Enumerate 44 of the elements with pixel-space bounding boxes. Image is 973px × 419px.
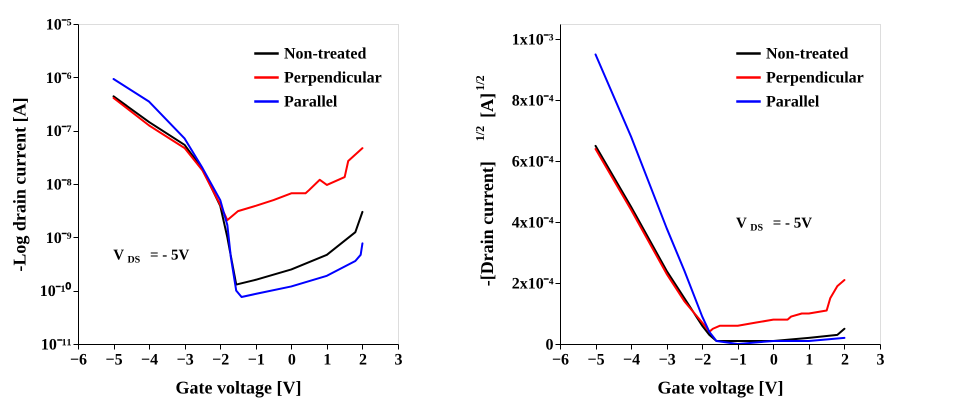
y-tick-label: 6x10⁻⁴ — [512, 154, 554, 171]
legend-label: Non-treated — [284, 46, 366, 62]
legend-label: Parallel — [284, 94, 338, 110]
y-tick-label: 1x10⁻³ — [512, 32, 554, 49]
y-tick-label: 10⁻⁶ — [46, 70, 72, 87]
y-axis-title: -Log drain current [A] — [10, 97, 30, 272]
y-tick-label: 10⁻⁸ — [46, 176, 72, 194]
y-tick-label: 10⁻⁷ — [46, 123, 72, 140]
x-tick-label: 1 — [323, 352, 332, 368]
y-tick-label: 8x10⁻⁴ — [512, 92, 554, 110]
x-tick-label: −3 — [658, 352, 676, 368]
y-tick-label: 10⁻⁵ — [46, 16, 72, 34]
y-tick-label: 10⁻¹¹ — [40, 336, 72, 354]
x-tick-label: 1 — [805, 352, 814, 368]
x-tick-label: 0 — [288, 352, 296, 368]
legend-label: Perpendicular — [766, 70, 864, 86]
y-tick-label: 4x10⁻⁴ — [512, 214, 554, 232]
legend-label: Perpendicular — [284, 70, 382, 86]
x-tick-label: 0 — [770, 352, 778, 368]
x-axis-title: Gate voltage [V] — [658, 378, 784, 398]
x-tick-label: −1 — [730, 352, 747, 368]
x-tick-label: −2 — [212, 352, 230, 368]
y-tick-label: 10⁻¹⁰ — [40, 282, 72, 300]
y-axis-title: -[Drain current]1/2 [A]1/2 — [473, 75, 497, 286]
line-series — [112, 96, 364, 222]
y-tick-label: 2x10⁻⁴ — [512, 276, 554, 293]
x-tick-label: 2 — [358, 352, 367, 368]
y-tick-label: 10⁻⁹ — [46, 230, 72, 247]
x-tick-label: 3 — [394, 352, 402, 368]
x-tick-label: −2 — [694, 352, 712, 368]
x-tick-label: −4 — [623, 352, 640, 368]
x-tick-label: −4 — [141, 352, 158, 368]
x-tick-label: −5 — [105, 352, 123, 368]
x-tick-label: −6 — [552, 352, 570, 368]
x-tick-label: −5 — [587, 352, 605, 368]
x-tick-label: 3 — [876, 352, 884, 368]
legend-label: Parallel — [766, 94, 820, 110]
x-tick-label: −3 — [176, 352, 194, 368]
x-axis-title: Gate voltage [V] — [176, 378, 302, 398]
x-tick-label: −6 — [70, 352, 88, 368]
x-tick-label: 2 — [840, 352, 849, 368]
x-tick-label: −1 — [248, 352, 265, 368]
legend-label: Non-treated — [766, 46, 848, 62]
y-tick-label: 0 — [546, 336, 554, 354]
